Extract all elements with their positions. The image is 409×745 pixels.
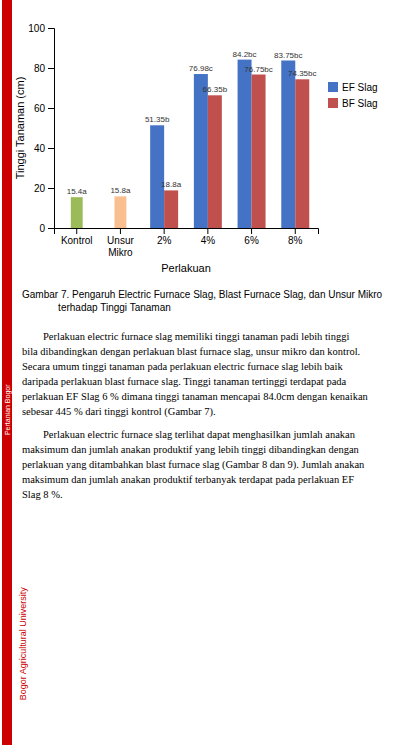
x-tick-label: 4% <box>201 235 216 246</box>
x-tick-label: UnsurMikro <box>107 235 134 258</box>
body-text: Perlakuan electric furnace slag memiliki… <box>22 331 369 500</box>
caption-line: Gambar 7. Pengaruh Electric Furnace Slag… <box>22 289 383 300</box>
side-label: Pertanian Bogor <box>4 384 12 435</box>
body-line: maksimum dan jumlah anakan produktif ter… <box>22 474 354 485</box>
y-tick-mark <box>48 188 54 189</box>
x-tick: 8% <box>288 228 303 246</box>
x-tick-label: Kontrol <box>61 235 93 246</box>
x-tick-mark <box>76 228 77 234</box>
y-tick-mark <box>48 68 54 69</box>
legend-label: EF Slag <box>342 82 378 93</box>
x-tick: Kontrol <box>61 228 93 246</box>
y-tick: 100 <box>28 23 54 34</box>
bar <box>252 75 266 229</box>
legend-swatch <box>328 82 338 92</box>
y-tick-label: 20 <box>34 183 46 194</box>
x-tick-label: 6% <box>244 235 259 246</box>
x-tick-mark <box>251 228 252 234</box>
body-line: perlakuan EF Slag 6 % dimana tinggi tana… <box>22 391 369 402</box>
x-tick-mark <box>120 228 121 234</box>
x-tick: 4% <box>201 228 216 246</box>
body-line: Perlakuan electric furnace slag terlihat… <box>22 429 356 440</box>
data-label: 15.8a <box>110 186 131 195</box>
body-line: daripada perlakuan blast furnace slag. T… <box>22 376 347 387</box>
x-tick: UnsurMikro <box>107 228 134 258</box>
y-tick: 40 <box>34 143 54 154</box>
body-line: maksimum dan jumlah anakan produktif yan… <box>22 444 360 455</box>
y-tick-label: 60 <box>34 103 46 114</box>
data-label: 83.75bc <box>274 51 302 60</box>
y-tick-label: 40 <box>34 143 46 154</box>
legend-label: BF Slag <box>342 98 378 109</box>
data-label: 15.4a <box>67 187 88 196</box>
y-tick-label: 80 <box>34 63 46 74</box>
body-line: Slag 8 %. <box>22 489 63 500</box>
bar <box>295 79 309 228</box>
x-tick: 6% <box>244 228 259 246</box>
y-tick-mark <box>48 148 54 149</box>
y-tick-mark <box>48 28 54 29</box>
x-tick: 2% <box>157 228 172 246</box>
y-tick-mark <box>48 228 54 229</box>
bar <box>150 125 164 228</box>
bar <box>194 74 208 228</box>
data-label: 66.35b <box>203 85 228 94</box>
legend-item: BF Slag <box>328 98 378 109</box>
bar <box>71 197 83 228</box>
x-tick-mark <box>295 228 296 234</box>
body-line: bila dibandingkan dengan perlakuan blast… <box>22 346 360 357</box>
y-tick: 20 <box>34 183 54 194</box>
bar <box>114 196 126 228</box>
y-axis-title: Tinggi Tanaman (cm) <box>14 77 26 180</box>
y-tick-label: 100 <box>28 23 45 34</box>
x-tick-label: 8% <box>288 235 303 246</box>
data-label: 76.98c <box>189 64 213 73</box>
page: 0 20 40 60 80 100 Kontrol UnsurMikro 2% 4% 6% 8% Per… <box>0 0 409 745</box>
y-axis-line <box>48 29 55 229</box>
bar <box>208 95 222 228</box>
x-tick-mark <box>164 228 165 234</box>
caption: Gambar 7. Pengaruh Electric Furnace Slag… <box>22 289 383 313</box>
x-tick-mark <box>207 228 208 234</box>
y-tick-mark <box>48 108 54 109</box>
bar <box>238 60 252 228</box>
legend: EF Slag BF Slag <box>328 82 378 109</box>
x-axis: Kontrol UnsurMikro 2% 4% 6% 8% <box>55 228 319 258</box>
x-axis-line <box>55 229 319 235</box>
body-line: perlakuan yang ditambahkan blast furnace… <box>22 459 365 471</box>
data-label: 18.8a <box>161 180 182 189</box>
data-label: 76.75bc <box>244 65 272 74</box>
bar <box>164 190 178 228</box>
data-label: 51.35b <box>145 115 170 124</box>
y-tick: 60 <box>34 103 54 114</box>
data-label: 74.35bc <box>288 69 316 78</box>
caption-line: terhadap Tinggi Tanaman <box>22 302 171 313</box>
y-tick-label: 0 <box>39 223 45 234</box>
body-line: Perlakuan electric furnace slag memiliki… <box>22 331 350 342</box>
bar <box>281 61 295 229</box>
y-axis: 0 20 40 60 80 100 <box>28 23 54 234</box>
x-tick-label: 2% <box>157 235 172 246</box>
legend-swatch <box>328 98 338 108</box>
legend-item: EF Slag <box>328 82 378 93</box>
data-label: 84.2bc <box>233 50 257 59</box>
side-bar <box>2 0 12 745</box>
body-line: sebesar 445 % dari tinggi kontrol (Gamba… <box>22 406 216 418</box>
data-labels: 15.4a 15.8a 51.35b 18.8a 76.98c 66.35b 84.2bc 7… <box>67 50 317 197</box>
watermark: Bogor Agricultural University <box>18 587 28 701</box>
body-line: Secara umum tinggi tanaman pada perlakua… <box>22 361 343 372</box>
y-tick: 0 <box>39 223 54 234</box>
x-axis-title: Perlakuan <box>161 262 211 274</box>
bars <box>71 60 309 228</box>
y-tick: 80 <box>34 63 54 74</box>
